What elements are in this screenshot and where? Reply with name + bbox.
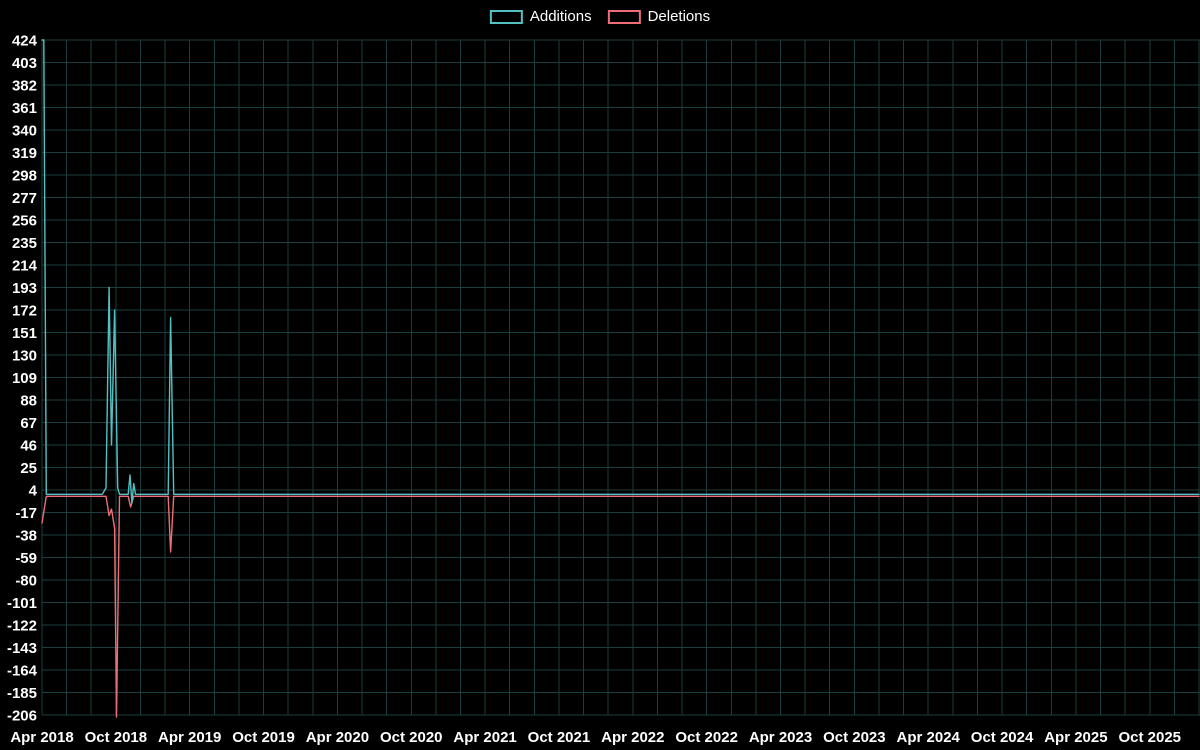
deletions-swatch-icon bbox=[607, 10, 641, 24]
legend-item-deletions: Deletions bbox=[607, 8, 711, 26]
y-axis-tick-label: 214 bbox=[12, 257, 38, 274]
x-axis-tick-label: Apr 2020 bbox=[306, 729, 369, 746]
y-axis-tick-label: -80 bbox=[15, 572, 37, 589]
y-axis-tick-label: 172 bbox=[12, 302, 37, 319]
y-axis-tick-label: 424 bbox=[12, 32, 38, 49]
y-axis-tick-label: 277 bbox=[12, 190, 37, 207]
x-axis-tick-label: Apr 2021 bbox=[453, 729, 516, 746]
y-axis-tick-label: 88 bbox=[20, 392, 37, 409]
x-axis-tick-label: Apr 2025 bbox=[1044, 729, 1107, 746]
x-axis-tick-label: Oct 2021 bbox=[528, 729, 591, 746]
x-axis-tick-label: Oct 2024 bbox=[971, 729, 1034, 746]
deletions-line bbox=[41, 495, 1200, 718]
x-axis-tick-label: Oct 2023 bbox=[823, 729, 886, 746]
y-axis-tick-label: 109 bbox=[12, 370, 37, 387]
y-axis-tick-label: -164 bbox=[7, 662, 38, 679]
legend-label-deletions: Deletions bbox=[647, 8, 711, 25]
y-axis-tick-label: 382 bbox=[12, 77, 37, 94]
y-axis-tick-label: -59 bbox=[15, 550, 37, 567]
x-axis-tick-label: Apr 2022 bbox=[601, 729, 664, 746]
y-axis-tick-label: 340 bbox=[12, 122, 37, 139]
y-axis-tick-label: -122 bbox=[7, 617, 37, 634]
y-axis-tick-label: -143 bbox=[7, 640, 37, 657]
x-axis-tick-label: Apr 2023 bbox=[749, 729, 812, 746]
x-axis-tick-label: Apr 2024 bbox=[897, 729, 961, 746]
y-axis-tick-label: -17 bbox=[15, 505, 37, 522]
y-axis-tick-label: 361 bbox=[12, 100, 37, 117]
x-axis-tick-label: Oct 2022 bbox=[675, 729, 738, 746]
y-axis-tick-label: 319 bbox=[12, 145, 37, 162]
x-axis-tick-label: Apr 2018 bbox=[10, 729, 73, 746]
x-axis-tick-label: Apr 2019 bbox=[158, 729, 221, 746]
y-axis-tick-label: 67 bbox=[20, 415, 37, 432]
y-axis-tick-label: 298 bbox=[12, 167, 37, 184]
y-axis-tick-label: -38 bbox=[15, 527, 37, 544]
y-axis-tick-label: -101 bbox=[7, 595, 37, 612]
legend-item-additions: Additions bbox=[489, 8, 592, 26]
additions-swatch-icon bbox=[489, 10, 523, 24]
y-axis-tick-label: -185 bbox=[7, 685, 37, 702]
y-axis-tick-label: 151 bbox=[12, 325, 37, 342]
x-axis-tick-label: Oct 2020 bbox=[380, 729, 443, 746]
y-axis-tick-label: 25 bbox=[20, 460, 37, 477]
x-axis-tick-label: Oct 2025 bbox=[1118, 729, 1181, 746]
x-axis-tick-label: Oct 2019 bbox=[232, 729, 295, 746]
x-axis-tick-label: Oct 2018 bbox=[85, 729, 148, 746]
legend-label-additions: Additions bbox=[529, 8, 592, 25]
y-axis-tick-label: 193 bbox=[12, 280, 37, 297]
y-axis-tick-label: 403 bbox=[12, 55, 37, 72]
y-axis-tick-label: 256 bbox=[12, 212, 37, 229]
y-axis-tick-label: -206 bbox=[7, 707, 37, 724]
chart-legend: Additions Deletions bbox=[489, 8, 711, 26]
y-axis-tick-label: 46 bbox=[20, 437, 37, 454]
additions-line bbox=[41, 39, 1200, 504]
y-axis-tick-label: 235 bbox=[12, 235, 37, 252]
y-axis-tick-label: 4 bbox=[29, 482, 38, 499]
y-axis-tick-label: 130 bbox=[12, 347, 37, 364]
